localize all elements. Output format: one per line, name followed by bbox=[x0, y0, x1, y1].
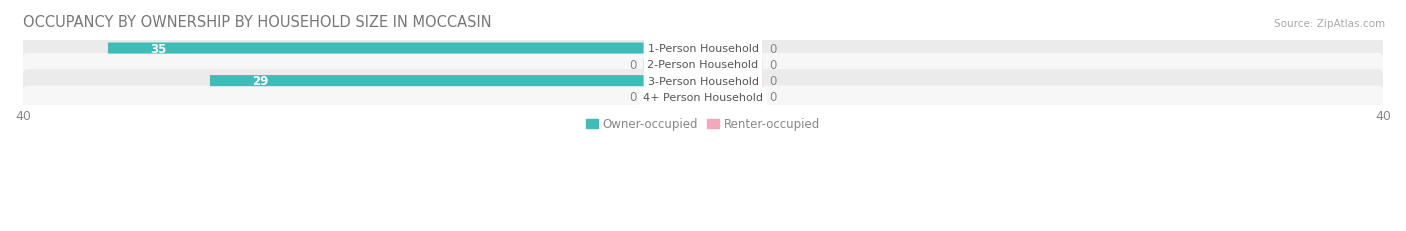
Legend: Owner-occupied, Renter-occupied: Owner-occupied, Renter-occupied bbox=[581, 113, 825, 135]
Text: 35: 35 bbox=[150, 42, 167, 55]
FancyBboxPatch shape bbox=[703, 92, 762, 103]
FancyBboxPatch shape bbox=[644, 92, 703, 103]
FancyBboxPatch shape bbox=[209, 76, 703, 87]
FancyBboxPatch shape bbox=[644, 60, 703, 71]
Text: 4+ Person Household: 4+ Person Household bbox=[643, 93, 763, 103]
FancyBboxPatch shape bbox=[108, 43, 703, 54]
Text: 2-Person Household: 2-Person Household bbox=[647, 60, 759, 70]
FancyBboxPatch shape bbox=[22, 86, 1384, 109]
FancyBboxPatch shape bbox=[703, 43, 762, 54]
Text: OCCUPANCY BY OWNERSHIP BY HOUSEHOLD SIZE IN MOCCASIN: OCCUPANCY BY OWNERSHIP BY HOUSEHOLD SIZE… bbox=[22, 15, 492, 30]
Text: 0: 0 bbox=[769, 42, 776, 55]
FancyBboxPatch shape bbox=[703, 60, 762, 71]
Text: 1-Person Household: 1-Person Household bbox=[648, 44, 758, 54]
FancyBboxPatch shape bbox=[22, 70, 1384, 93]
Text: 0: 0 bbox=[630, 91, 637, 104]
Text: 29: 29 bbox=[253, 75, 269, 88]
Text: 0: 0 bbox=[769, 59, 776, 72]
Text: 0: 0 bbox=[769, 75, 776, 88]
Text: 3-Person Household: 3-Person Household bbox=[648, 76, 758, 86]
FancyBboxPatch shape bbox=[703, 76, 762, 87]
FancyBboxPatch shape bbox=[22, 37, 1384, 60]
Text: 0: 0 bbox=[769, 91, 776, 104]
Text: 0: 0 bbox=[630, 59, 637, 72]
FancyBboxPatch shape bbox=[22, 54, 1384, 76]
Text: Source: ZipAtlas.com: Source: ZipAtlas.com bbox=[1274, 18, 1385, 28]
